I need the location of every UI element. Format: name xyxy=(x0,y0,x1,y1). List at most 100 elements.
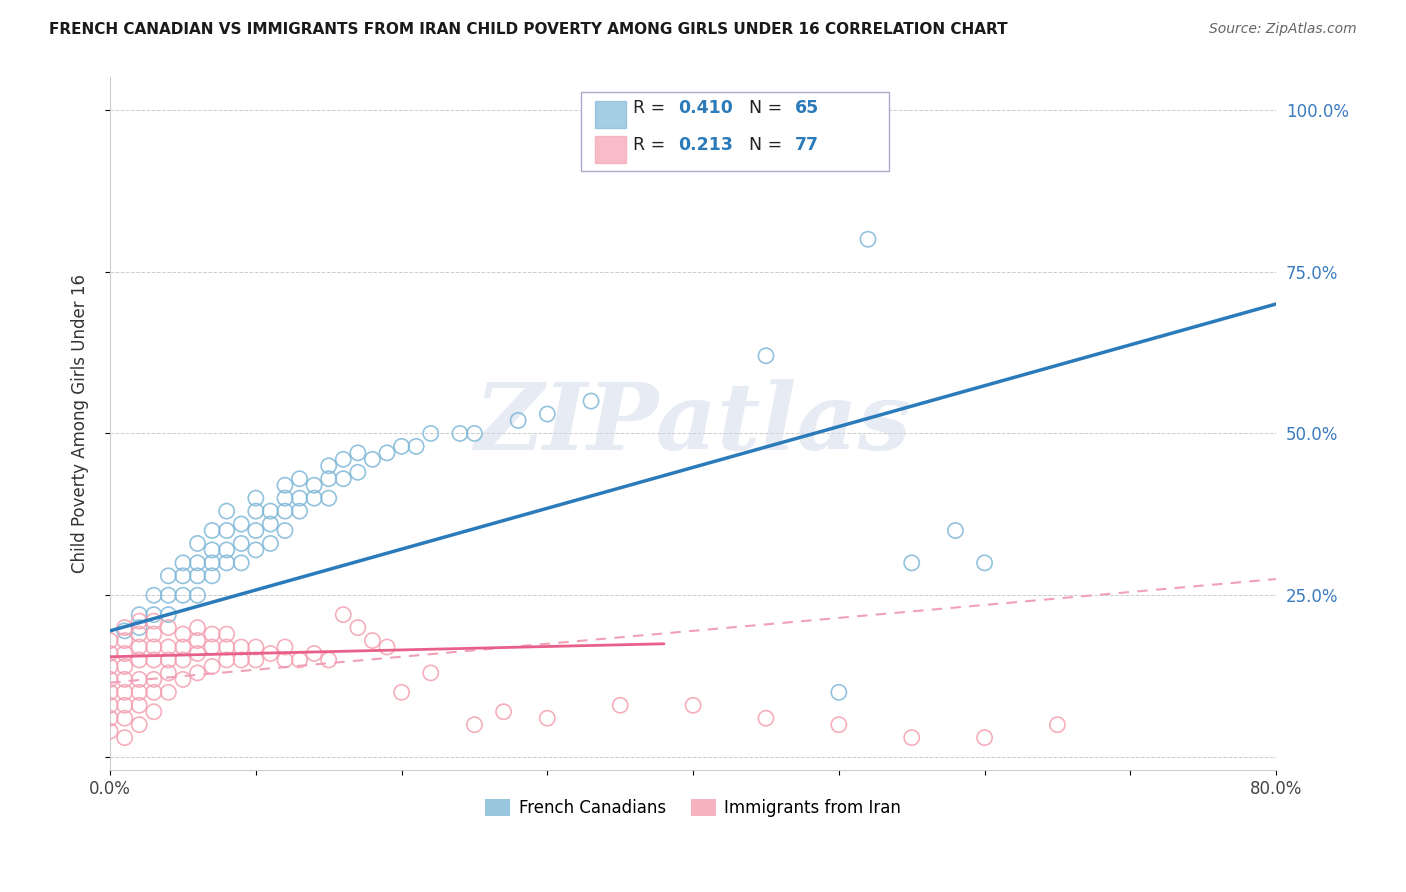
Point xyxy=(142,627,165,641)
Point xyxy=(463,426,485,441)
Point xyxy=(231,536,253,550)
Point xyxy=(201,543,224,558)
Point xyxy=(114,624,136,638)
Point xyxy=(288,491,311,505)
Point xyxy=(318,458,340,473)
Point xyxy=(157,588,180,602)
Point xyxy=(128,717,150,731)
Point xyxy=(245,653,267,667)
Point xyxy=(128,698,150,713)
Point xyxy=(302,478,325,492)
Point xyxy=(186,647,208,661)
Point xyxy=(128,673,150,687)
Point xyxy=(98,685,121,699)
Point xyxy=(347,621,370,635)
Point xyxy=(231,653,253,667)
Point xyxy=(172,556,194,570)
Point xyxy=(215,524,238,538)
Point xyxy=(755,349,778,363)
Point xyxy=(492,705,515,719)
Point xyxy=(114,698,136,713)
Point xyxy=(288,472,311,486)
Point xyxy=(347,446,370,460)
Point xyxy=(375,640,398,654)
Point xyxy=(318,653,340,667)
Point xyxy=(332,472,354,486)
Point xyxy=(419,665,441,680)
Point xyxy=(186,569,208,583)
Point xyxy=(172,569,194,583)
Legend: French Canadians, Immigrants from Iran: French Canadians, Immigrants from Iran xyxy=(478,792,908,824)
Point xyxy=(201,524,224,538)
Point xyxy=(98,711,121,725)
Text: N =: N = xyxy=(738,99,787,117)
Point xyxy=(142,588,165,602)
Point xyxy=(215,556,238,570)
Point xyxy=(391,439,413,453)
Point xyxy=(157,685,180,699)
Point xyxy=(347,465,370,479)
Point xyxy=(114,731,136,745)
Point xyxy=(536,711,558,725)
Point xyxy=(201,556,224,570)
Point xyxy=(157,665,180,680)
Point xyxy=(114,647,136,661)
Point xyxy=(419,426,441,441)
Text: 77: 77 xyxy=(794,136,818,154)
Point xyxy=(142,614,165,628)
Point xyxy=(114,633,136,648)
Point xyxy=(274,653,297,667)
Point xyxy=(128,653,150,667)
Point xyxy=(142,640,165,654)
Text: R =: R = xyxy=(633,136,671,154)
Point xyxy=(201,659,224,673)
Point xyxy=(856,232,879,246)
Text: Source: ZipAtlas.com: Source: ZipAtlas.com xyxy=(1209,22,1357,37)
Point xyxy=(274,524,297,538)
Text: R =: R = xyxy=(633,99,671,117)
Point xyxy=(128,640,150,654)
Point xyxy=(245,504,267,518)
Point xyxy=(215,504,238,518)
Point xyxy=(128,627,150,641)
Point xyxy=(231,516,253,531)
Point xyxy=(201,569,224,583)
Point xyxy=(172,640,194,654)
Point xyxy=(259,516,281,531)
Point xyxy=(142,653,165,667)
Point xyxy=(318,472,340,486)
Point xyxy=(973,556,995,570)
Point xyxy=(128,685,150,699)
Point xyxy=(449,426,471,441)
Text: FRENCH CANADIAN VS IMMIGRANTS FROM IRAN CHILD POVERTY AMONG GIRLS UNDER 16 CORRE: FRENCH CANADIAN VS IMMIGRANTS FROM IRAN … xyxy=(49,22,1008,37)
Point xyxy=(361,452,384,467)
Point xyxy=(142,685,165,699)
Point xyxy=(98,647,121,661)
Point xyxy=(463,717,485,731)
Point xyxy=(900,731,922,745)
Point xyxy=(332,607,354,622)
Point xyxy=(274,504,297,518)
Point xyxy=(201,640,224,654)
Text: 0.213: 0.213 xyxy=(678,136,733,154)
Point xyxy=(508,413,530,427)
Point xyxy=(186,556,208,570)
Y-axis label: Child Poverty Among Girls Under 16: Child Poverty Among Girls Under 16 xyxy=(72,274,89,574)
Point xyxy=(157,607,180,622)
Point xyxy=(172,627,194,641)
Point xyxy=(682,698,704,713)
Point xyxy=(274,640,297,654)
Point xyxy=(391,685,413,699)
Point xyxy=(245,491,267,505)
Point xyxy=(231,556,253,570)
Point xyxy=(114,711,136,725)
Point xyxy=(172,673,194,687)
Point xyxy=(98,673,121,687)
Point xyxy=(157,569,180,583)
Point xyxy=(186,621,208,635)
Point xyxy=(245,640,267,654)
Point xyxy=(215,543,238,558)
Point xyxy=(536,407,558,421)
Point xyxy=(318,491,340,505)
Point xyxy=(274,478,297,492)
